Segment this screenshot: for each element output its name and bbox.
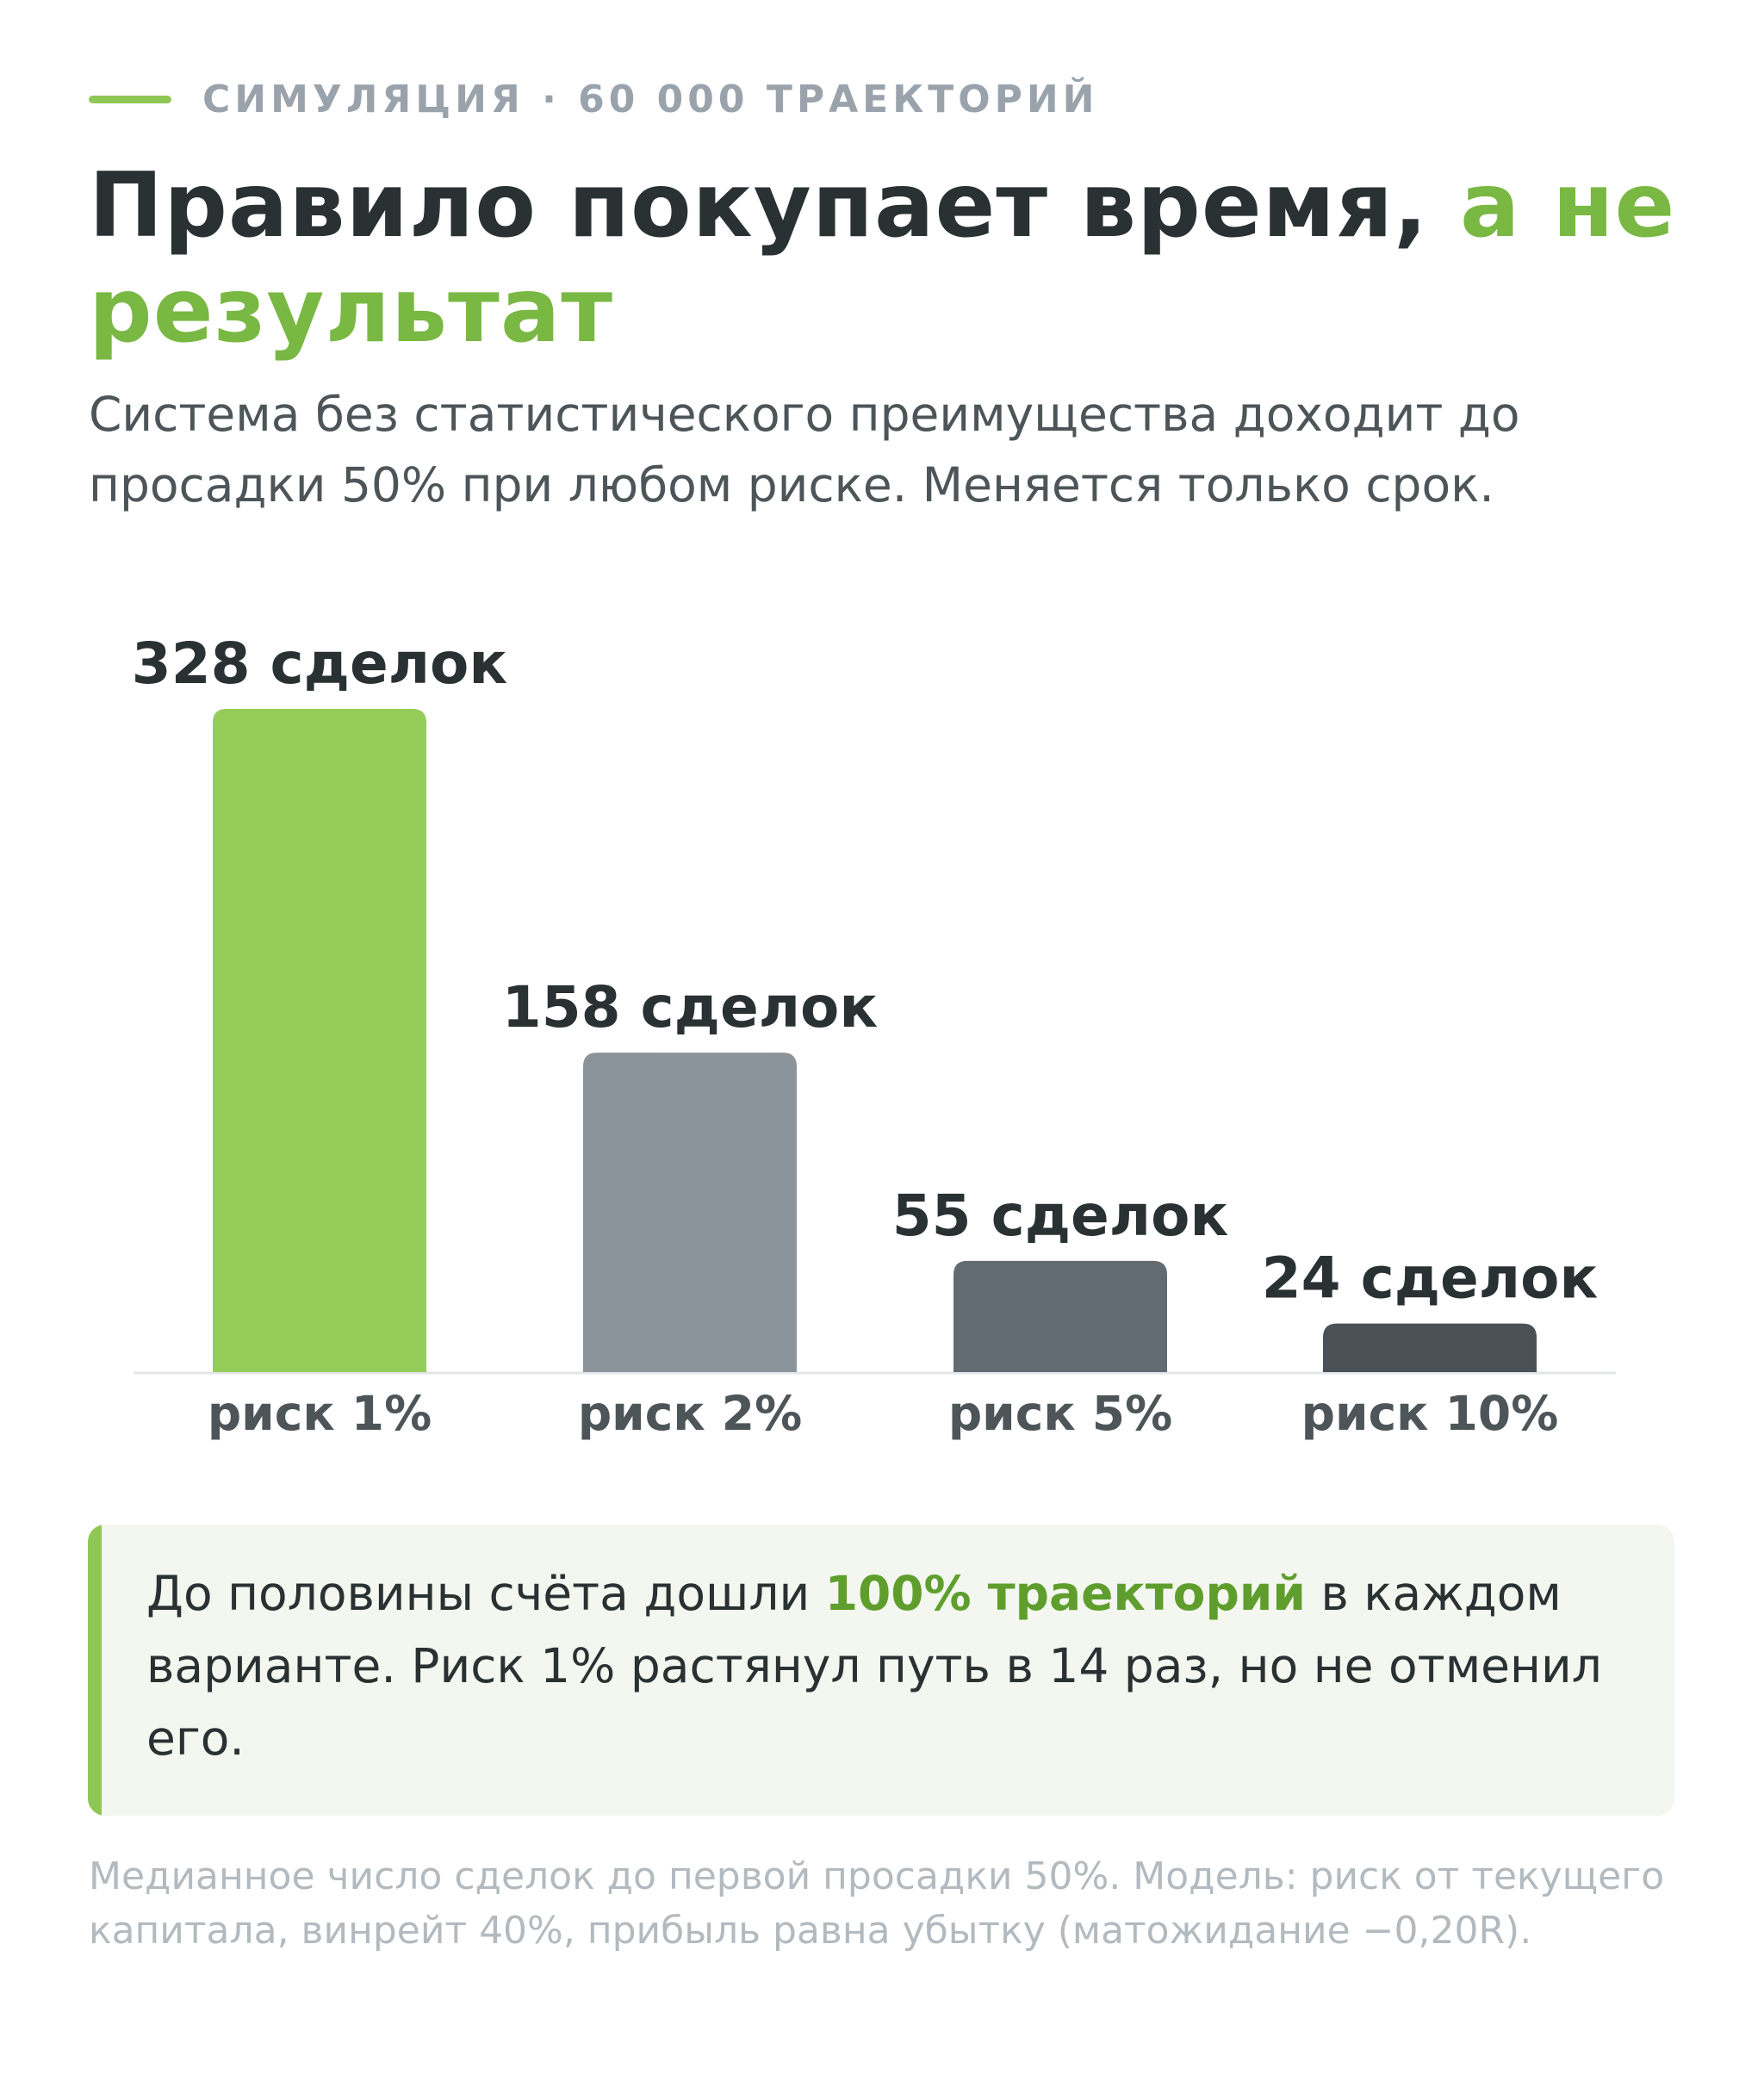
callout-text-before: До половины счёта дошли bbox=[146, 1566, 825, 1621]
eyebrow-text: СИМУЛЯЦИЯ · 60 000 ТРАЕКТОРИЙ bbox=[202, 77, 1099, 121]
callout-accent-bar bbox=[88, 1525, 102, 1816]
bar-chart: 328 сделок риск 1% 158 сделок риск 2% 55 сде… bbox=[0, 603, 1764, 1464]
bar-2 bbox=[583, 1053, 797, 1372]
bar-4 bbox=[1323, 1323, 1537, 1372]
eyebrow: СИМУЛЯЦИЯ · 60 000 ТРАЕКТОРИЙ bbox=[89, 78, 1099, 121]
bar-chart-svg: 328 сделок риск 1% 158 сделок риск 2% 55 сде… bbox=[132, 630, 1616, 1441]
bar-1 bbox=[213, 709, 426, 1372]
value-label-2: 158 сделок bbox=[502, 974, 878, 1040]
category-label-4: риск 10% bbox=[1301, 1386, 1559, 1441]
value-label-3: 55 сделок bbox=[892, 1183, 1229, 1249]
value-label-4: 24 сделок bbox=[1262, 1245, 1599, 1312]
headline-accent: а не результат bbox=[89, 154, 1676, 363]
callout-text: До половины счёта дошли 100% траекторий … bbox=[146, 1557, 1645, 1774]
bar-3 bbox=[953, 1260, 1167, 1372]
category-label-2: риск 2% bbox=[578, 1386, 802, 1441]
subtitle: Система без статистического преимущества… bbox=[89, 387, 1520, 512]
eyebrow-accent-line bbox=[89, 95, 171, 103]
value-label-1: 328 сделок bbox=[132, 630, 507, 697]
headline: Правило покупает время, а не результат bbox=[89, 153, 1708, 363]
headline-main: Правило покупает время, bbox=[89, 154, 1460, 258]
callout-text-after: в каждом варианте. Риск 1% растянул путь… bbox=[146, 1566, 1602, 1766]
callout-highlight: 100% траекторий bbox=[824, 1566, 1306, 1621]
callout: До половины счёта дошли 100% траекторий … bbox=[88, 1525, 1674, 1816]
category-label-1: риск 1% bbox=[208, 1386, 432, 1441]
footnote: Медианное число сделок до первой просадк… bbox=[89, 1854, 1665, 1953]
category-label-3: риск 5% bbox=[948, 1386, 1172, 1441]
